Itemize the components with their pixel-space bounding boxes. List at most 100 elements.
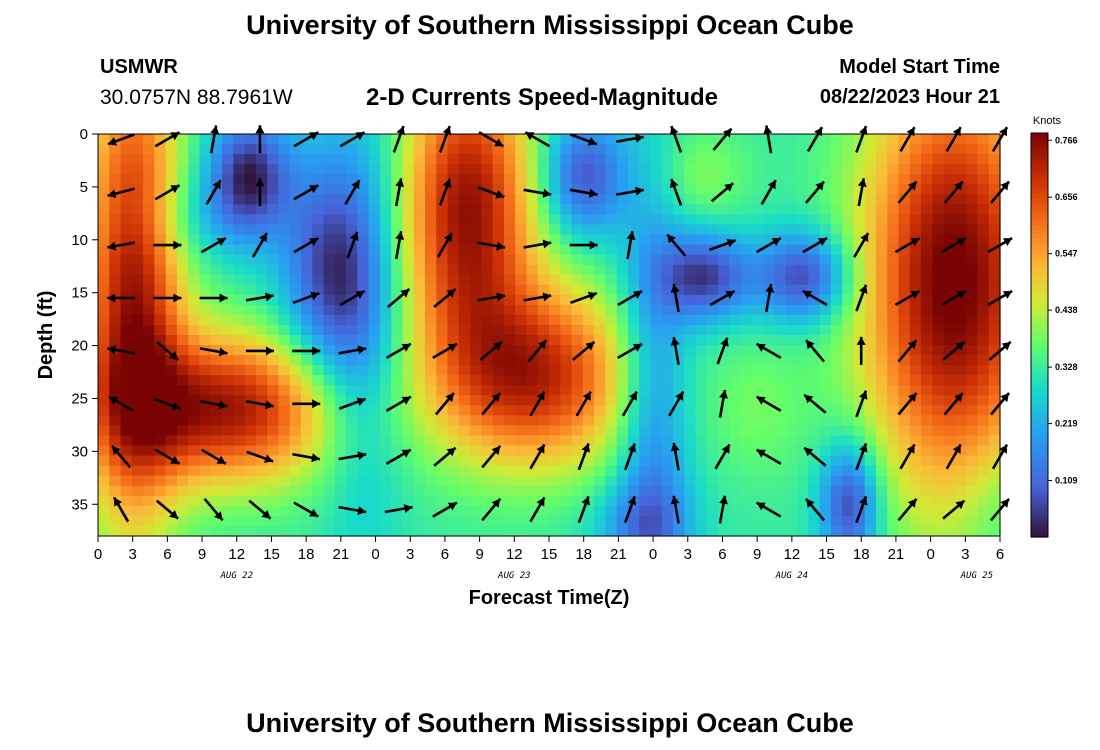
heatmap-cell <box>887 224 900 236</box>
heatmap-cell <box>368 365 381 376</box>
heatmap-cell <box>616 525 629 537</box>
current-vector <box>155 499 179 520</box>
heatmap-cell <box>424 425 437 437</box>
heatmap-cell <box>210 134 223 145</box>
colorbar-segment <box>1031 500 1048 506</box>
heatmap-cell <box>131 264 144 276</box>
heatmap-cell <box>199 335 212 346</box>
heatmap-cell <box>875 224 888 236</box>
heatmap-cell <box>391 435 404 447</box>
heatmap-cell <box>526 174 539 185</box>
heatmap-cell <box>165 385 178 396</box>
heatmap-cell <box>154 375 167 386</box>
heatmap-cell <box>470 324 482 336</box>
heatmap-cell <box>346 485 358 497</box>
heatmap-cell <box>842 335 855 346</box>
colorbar-segment <box>1031 246 1048 251</box>
heatmap-cell <box>887 455 900 467</box>
heatmap-cell <box>639 395 652 406</box>
colorbar-segment <box>1031 520 1048 526</box>
heatmap-cell <box>740 515 753 527</box>
heatmap-cell <box>830 274 843 286</box>
heatmap-cell <box>492 375 505 386</box>
heatmap-cell <box>921 314 933 326</box>
heatmap-cell <box>413 475 426 487</box>
heatmap-cell <box>143 475 155 487</box>
heatmap-cell <box>131 154 144 165</box>
heatmap-cell <box>808 274 821 286</box>
heatmap-cell <box>921 415 933 427</box>
heatmap-cell <box>503 385 516 396</box>
heatmap-cell <box>458 294 471 306</box>
colorbar-segment <box>1031 242 1048 247</box>
heatmap-cell <box>808 445 821 457</box>
heatmap-cell <box>447 345 460 356</box>
heatmap-cell <box>323 264 336 276</box>
colorbar-segment <box>1031 528 1048 534</box>
heatmap-cell <box>131 304 144 316</box>
heatmap-cell <box>673 184 685 195</box>
heatmap-cell <box>537 345 550 356</box>
heatmap-cell <box>864 264 877 276</box>
heatmap-cell <box>222 204 234 215</box>
heatmap-cell <box>357 515 370 527</box>
heatmap-cell <box>797 445 809 457</box>
heatmap-cell <box>379 495 392 507</box>
heatmap-cell <box>751 385 764 396</box>
heatmap-cell <box>537 184 550 195</box>
heatmap-cell <box>706 154 719 165</box>
heatmap-cell <box>549 204 561 215</box>
heatmap-cell <box>357 204 370 215</box>
heatmap-cell <box>977 505 990 517</box>
heatmap-cell <box>943 485 956 497</box>
heatmap-cell <box>943 214 956 226</box>
heatmap-cell <box>109 214 122 226</box>
heatmap-cell <box>413 284 426 296</box>
heatmap-cell <box>154 194 167 205</box>
heatmap-cell <box>875 525 888 537</box>
heatmap-cell <box>244 234 257 246</box>
heatmap-cell <box>323 335 336 346</box>
heatmap-cell <box>143 385 155 396</box>
heatmap-cell <box>458 475 471 487</box>
heatmap-cell <box>932 144 945 155</box>
heatmap-cell <box>729 355 742 366</box>
heatmap-cell <box>278 395 291 406</box>
heatmap-cell <box>639 415 652 427</box>
heatmap-cell <box>661 465 674 477</box>
heatmap-cell <box>729 335 742 346</box>
current-vector <box>529 443 546 470</box>
heatmap-cell <box>492 274 505 286</box>
heatmap-cell <box>887 425 900 437</box>
heatmap-cell <box>819 294 832 306</box>
heatmap-cell <box>650 224 663 236</box>
heatmap-cell <box>909 264 922 276</box>
heatmap-cell <box>143 335 155 346</box>
heatmap-cell <box>312 324 325 336</box>
heatmap-cell <box>210 375 223 386</box>
heatmap-cell <box>695 405 708 416</box>
heatmap-cell <box>887 365 900 376</box>
heatmap-cell <box>402 264 415 276</box>
heatmap-cell <box>199 254 212 266</box>
heatmap-cell <box>797 465 809 477</box>
heatmap-cell <box>774 505 787 517</box>
heatmap-cell <box>98 264 110 276</box>
heatmap-cell <box>481 415 494 427</box>
heatmap-cell <box>774 455 787 467</box>
heatmap-cell <box>165 415 178 427</box>
heatmap-cell <box>684 335 697 346</box>
heatmap-cell <box>549 294 561 306</box>
heatmap-cell <box>830 214 843 226</box>
heatmap-cell <box>650 355 663 366</box>
heatmap-cell <box>943 204 956 215</box>
heatmap-cell <box>966 405 979 416</box>
heatmap-cell <box>199 164 212 175</box>
heatmap-cell <box>763 475 776 487</box>
heatmap-cell <box>458 415 471 427</box>
heatmap-cell <box>402 314 415 326</box>
current-vector <box>209 125 220 154</box>
heatmap-cell <box>447 495 460 507</box>
heatmap-cell <box>571 184 584 195</box>
heatmap-cell <box>537 234 550 246</box>
